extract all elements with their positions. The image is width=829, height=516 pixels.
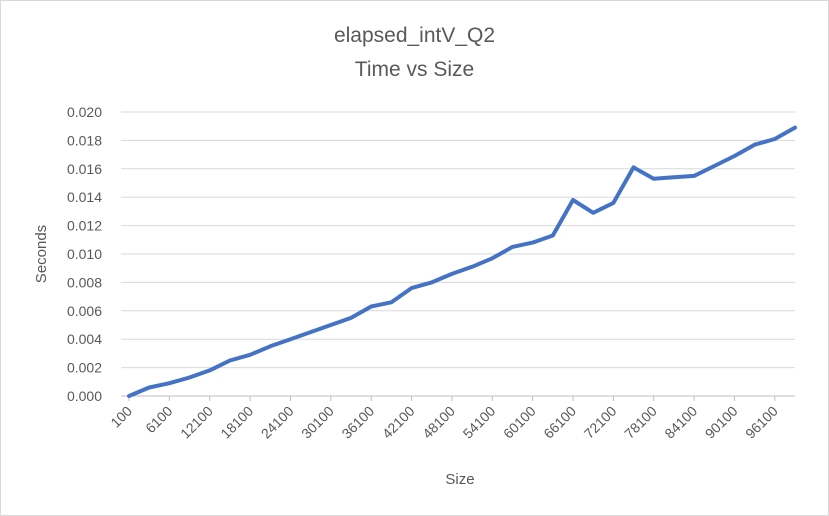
x-tick-label: 12100 (177, 403, 216, 442)
y-axis-ticks: 0.000 0.002 0.004 0.006 0.008 0.010 0.012 0.014… (67, 104, 102, 404)
x-tick-label: 24100 (258, 403, 297, 442)
x-tick-label: 48100 (419, 403, 458, 442)
x-axis-ticks: 100 6100 12100 18100 24100 30100 36100 42100 481… (107, 396, 781, 442)
x-tick-label: 42100 (379, 403, 418, 442)
chart-subtitle: Time vs Size (354, 58, 475, 81)
x-tick-label: 36100 (338, 403, 377, 442)
y-tick-label: 0.012 (67, 218, 102, 234)
y-tick-label: 0.008 (67, 274, 102, 290)
x-tick-label: 54100 (460, 403, 499, 442)
x-axis-title: Size (445, 471, 474, 488)
y-tick-label: 0.016 (67, 161, 102, 177)
gridlines (121, 111, 795, 397)
x-tick-label: 60100 (500, 403, 539, 442)
x-tick-label: 100 (107, 403, 135, 431)
x-tick-label: 78100 (621, 403, 660, 442)
y-tick-label: 0.004 (67, 331, 102, 347)
x-tick-label: 72100 (581, 403, 620, 442)
y-tick-label: 0.000 (67, 388, 102, 404)
x-tick-label: 90100 (702, 403, 741, 442)
x-tick-label: 66100 (540, 403, 579, 442)
series-line (127, 125, 797, 398)
series-group (127, 125, 797, 398)
x-tick-label: 18100 (217, 403, 256, 442)
x-tick-label: 6100 (142, 403, 175, 436)
x-tick-label: 96100 (742, 403, 781, 442)
y-tick-label: 0.002 (67, 360, 102, 376)
y-axis-title: Seconds (33, 225, 50, 283)
chart-title: elapsed_intV_Q2 (333, 24, 496, 47)
y-tick-label: 0.010 (67, 246, 102, 262)
y-tick-label: 0.014 (67, 189, 102, 205)
y-tick-label: 0.018 (67, 132, 102, 148)
x-tick-label: 30100 (298, 403, 337, 442)
y-tick-label: 0.006 (67, 303, 102, 319)
y-tick-label: 0.020 (67, 104, 102, 120)
x-tick-label: 84100 (661, 403, 700, 442)
